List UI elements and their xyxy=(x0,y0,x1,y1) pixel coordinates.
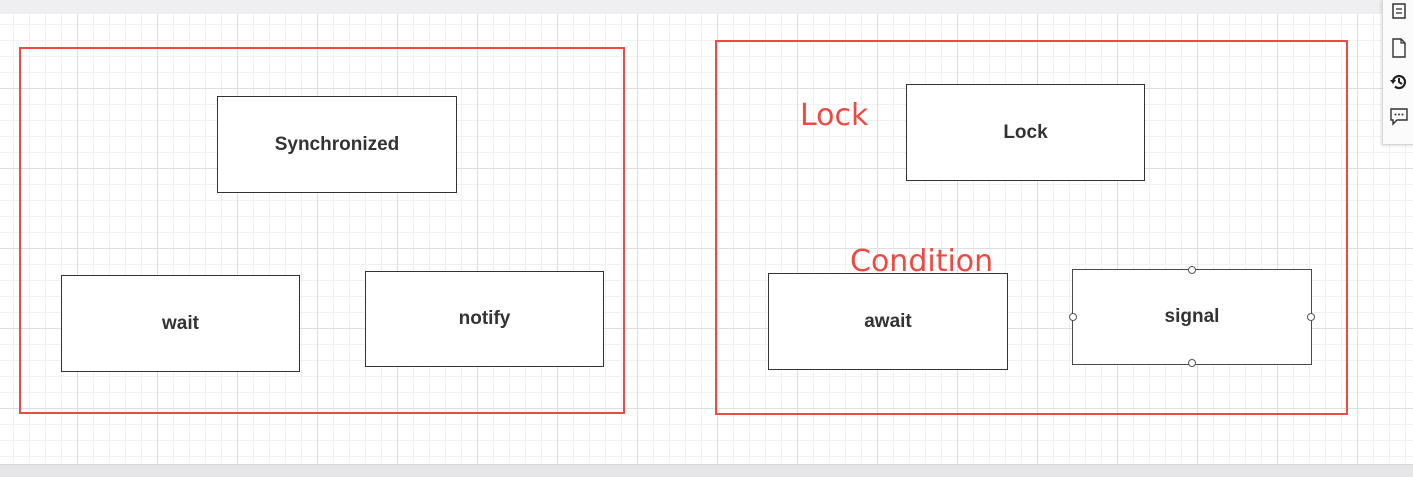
await-box-label: await xyxy=(864,310,912,332)
signal-box[interactable]: signal xyxy=(1072,269,1312,365)
notify-box-label: notify xyxy=(458,308,511,329)
synchronized-box-label: Synchronized xyxy=(274,133,400,155)
await-box[interactable]: await xyxy=(768,273,1008,370)
lock-box[interactable]: Lock xyxy=(906,84,1145,181)
format-icon[interactable] xyxy=(1389,2,1409,22)
bottom-scrollbar[interactable] xyxy=(0,464,1413,477)
signal-resize-handle-top[interactable] xyxy=(1188,266,1196,274)
right-toolbar xyxy=(1382,0,1413,145)
lock-box-label: Lock xyxy=(1003,121,1048,143)
condition-text-label[interactable]: Condition xyxy=(850,244,994,279)
lock-text-label[interactable]: Lock xyxy=(800,98,869,133)
signal-resize-handle-left[interactable] xyxy=(1069,313,1077,321)
right-group-container[interactable] xyxy=(715,40,1348,415)
left-group-container[interactable] xyxy=(19,47,625,414)
history-icon[interactable] xyxy=(1389,72,1409,92)
diagram-canvas[interactable] xyxy=(0,14,1413,464)
page-icon[interactable] xyxy=(1389,38,1409,58)
notify-box[interactable]: notify xyxy=(365,271,604,367)
signal-resize-handle-bottom[interactable] xyxy=(1188,359,1196,367)
signal-box-label: signal xyxy=(1164,306,1220,327)
wait-box-label: wait xyxy=(162,312,199,334)
signal-resize-handle-right[interactable] xyxy=(1307,313,1315,321)
wait-box[interactable]: wait xyxy=(61,275,300,372)
synchronized-box[interactable]: Synchronized xyxy=(217,96,457,193)
comment-icon[interactable] xyxy=(1389,106,1409,126)
